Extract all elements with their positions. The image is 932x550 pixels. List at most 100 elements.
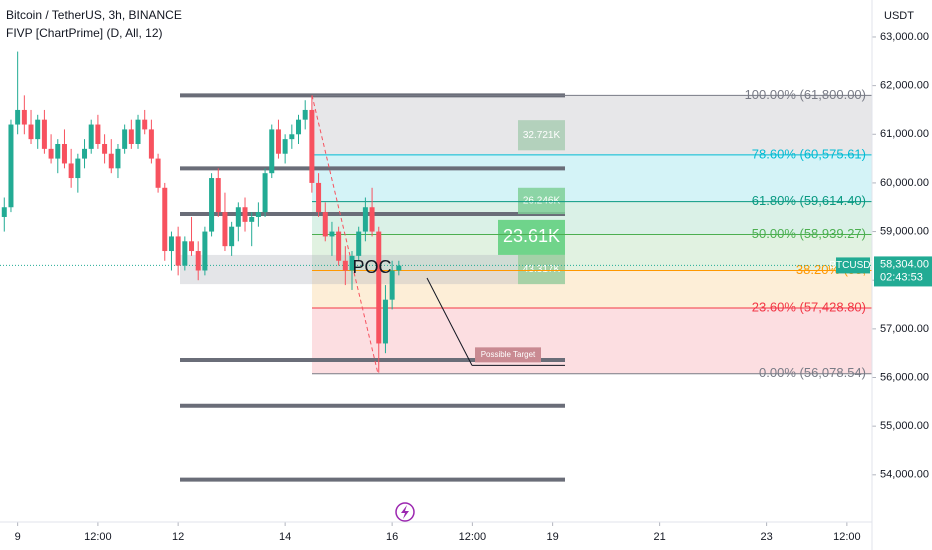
volume-label: 23.61K bbox=[503, 226, 560, 246]
fib-band bbox=[312, 154, 872, 202]
fib-label: 78.60% (60,575.61) bbox=[752, 146, 866, 161]
volume-node bbox=[518, 120, 565, 151]
candle-body bbox=[342, 260, 348, 271]
candle-body bbox=[202, 231, 208, 271]
chart-title: Bitcoin / TetherUS, 3h, BINANCE bbox=[6, 8, 182, 22]
fib-band bbox=[312, 201, 872, 235]
fib-label: 23.60% (57,428.80) bbox=[752, 299, 866, 314]
target-box bbox=[475, 347, 541, 363]
y-tick-label: 55,000.00 bbox=[880, 420, 929, 432]
candle-body bbox=[376, 231, 382, 344]
volume-node bbox=[498, 219, 565, 255]
candle-body bbox=[128, 129, 134, 144]
x-tick-label: 9 bbox=[15, 531, 21, 543]
y-tick-label: 56,000.00 bbox=[880, 371, 929, 383]
poc-zone bbox=[180, 254, 565, 285]
candle-body bbox=[322, 212, 328, 237]
x-tick-label: 23 bbox=[760, 531, 772, 543]
candle-body bbox=[21, 109, 27, 125]
candle-body bbox=[135, 119, 141, 144]
candle-body bbox=[356, 231, 362, 256]
volume-node bbox=[518, 187, 565, 215]
fib-band bbox=[312, 270, 872, 309]
x-tick-label: 12:00 bbox=[833, 531, 861, 543]
candle-body bbox=[362, 207, 368, 232]
y-tick-label: 57,000.00 bbox=[880, 323, 929, 335]
candle-body bbox=[229, 226, 235, 247]
fib-label: 100.00% (61,800.00) bbox=[745, 87, 866, 102]
candle-body bbox=[289, 134, 295, 140]
candle-body bbox=[55, 144, 61, 159]
candle-body bbox=[8, 124, 14, 208]
candle-body bbox=[222, 212, 228, 247]
candle-body bbox=[155, 158, 161, 188]
candle-body bbox=[242, 207, 248, 222]
x-tick-label: 19 bbox=[546, 531, 558, 543]
y-tick-label: 54,000.00 bbox=[880, 469, 929, 481]
candle-body bbox=[41, 119, 47, 149]
candle-body bbox=[235, 207, 241, 227]
y-tick-label: 61,000.00 bbox=[880, 128, 929, 140]
candle-body bbox=[182, 241, 188, 266]
candle-body bbox=[349, 255, 355, 271]
candle-body bbox=[296, 119, 302, 135]
volume-label: 43.317K bbox=[523, 264, 561, 275]
price-tag bbox=[874, 256, 932, 287]
x-tick-label: 14 bbox=[279, 531, 291, 543]
candle-body bbox=[1, 207, 7, 217]
candle-body bbox=[382, 299, 388, 344]
fib-trend bbox=[311, 95, 379, 374]
candle-body bbox=[302, 109, 308, 120]
candle-body bbox=[336, 231, 342, 261]
candle-body bbox=[115, 148, 121, 169]
target-arrow bbox=[426, 277, 473, 366]
y-tick-label: 63,000.00 bbox=[880, 31, 929, 43]
candle-body bbox=[249, 216, 255, 222]
fib-label: 61.80% (59,614.40) bbox=[752, 193, 866, 208]
fib-band bbox=[312, 308, 872, 374]
candle-body bbox=[215, 178, 221, 213]
symbol-tag bbox=[836, 257, 870, 274]
candle-body bbox=[189, 241, 195, 252]
indicator-title: FIVP [ChartPrime] (D, All, 12) bbox=[6, 26, 163, 40]
candle-body bbox=[269, 129, 275, 174]
currency[interactable]: USDT bbox=[884, 10, 914, 22]
target-label: Possible Target bbox=[481, 350, 536, 359]
symbol-label: BTCUSDT bbox=[829, 260, 876, 271]
candle-body bbox=[95, 124, 101, 144]
candle-body bbox=[255, 212, 261, 217]
candle-body bbox=[209, 178, 215, 232]
candle-body bbox=[309, 109, 315, 183]
candle-body bbox=[168, 236, 174, 252]
y-tick-label: 60,000.00 bbox=[880, 177, 929, 189]
candle-body bbox=[162, 187, 168, 252]
price-label: 58,304.00 bbox=[880, 258, 929, 270]
candle-body bbox=[75, 158, 81, 179]
candle-body bbox=[122, 129, 128, 149]
candle-body bbox=[282, 139, 288, 154]
candle-body bbox=[28, 124, 34, 140]
volume-label: 32.721K bbox=[523, 130, 561, 141]
fib-label: 0.00% (56,078.54) bbox=[759, 365, 866, 380]
x-tick-label: 21 bbox=[653, 531, 665, 543]
volume-node bbox=[518, 254, 565, 285]
candle-body bbox=[142, 119, 148, 130]
candle-body bbox=[396, 265, 402, 271]
x-tick-label: 16 bbox=[386, 531, 398, 543]
candle-body bbox=[389, 270, 395, 300]
candle-body bbox=[175, 236, 181, 266]
candle-body bbox=[102, 144, 108, 154]
candle-body bbox=[68, 163, 74, 179]
candle-body bbox=[148, 129, 154, 159]
event-bolt bbox=[401, 505, 409, 519]
y-tick-label: 59,000.00 bbox=[880, 225, 929, 237]
fib-label: 50.00% (58,939.27) bbox=[752, 226, 866, 241]
candle-body bbox=[82, 148, 88, 159]
x-tick-label: 12:00 bbox=[459, 531, 487, 543]
candle-body bbox=[369, 207, 375, 232]
candle-body bbox=[262, 173, 268, 213]
candle-body bbox=[329, 231, 335, 237]
fib-band bbox=[312, 95, 872, 155]
candle-body bbox=[108, 153, 114, 169]
